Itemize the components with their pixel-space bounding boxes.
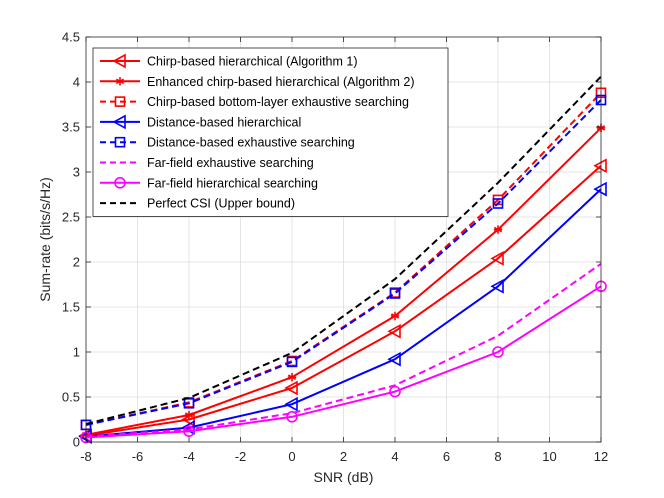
data-point	[389, 385, 401, 398]
legend-marker	[112, 53, 126, 69]
x-tick-label: 6	[443, 449, 450, 464]
legend-label: Chirp-based hierarchical (Algorithm 1)	[147, 55, 358, 69]
series-line	[85, 75, 602, 425]
data-point	[490, 251, 504, 266]
legend-marker	[114, 177, 126, 189]
data-point	[184, 410, 194, 420]
x-tick-label: 4	[391, 449, 398, 464]
data-point	[387, 351, 401, 367]
series-line	[85, 188, 602, 438]
y-tick-label: 2.5	[62, 210, 80, 225]
series-line	[85, 285, 602, 439]
legend-marker	[114, 96, 126, 107]
data-point	[183, 397, 195, 409]
x-tick-label: -6	[132, 449, 144, 464]
legend-entry-3: Chirp-based bottom-layer exhaustive sear…	[100, 95, 409, 109]
series-line	[85, 164, 602, 437]
ticks: -8 -6 -4 -2 0 2 4 6 8 10 12 0 0.5 1 1.5 2 2.5 3 3.5 4 4.5	[62, 30, 608, 465]
y-tick-label: 4	[73, 75, 80, 90]
series-layer	[78, 75, 607, 444]
y-tick-label: 3.5	[62, 120, 80, 135]
legend-entry-4: Distance-based hierarchical	[100, 114, 301, 130]
data-point	[284, 380, 298, 396]
legend-box	[92, 47, 449, 217]
legend: Chirp-based hierarchical (Algorithm 1) En…	[92, 47, 449, 217]
legend-entry-1: Chirp-based hierarchical (Algorithm 1)	[100, 53, 358, 69]
y-tick-label: 3	[73, 165, 80, 180]
legend-marker	[115, 77, 125, 86]
legend-entry-6: Far-field exhaustive searching	[100, 156, 314, 170]
x-tick-label: 10	[542, 449, 556, 464]
data-point	[492, 346, 504, 358]
y-tick-label: 0	[73, 435, 80, 450]
x-tick-label: 2	[340, 449, 347, 464]
legend-label: Distance-based hierarchical	[147, 115, 301, 129]
data-point	[286, 356, 298, 368]
data-point	[593, 181, 607, 197]
x-axis-label: SNR (dB)	[314, 469, 374, 485]
data-point	[490, 278, 504, 294]
data-point	[387, 323, 401, 339]
data-point	[593, 158, 607, 174]
legend-label: Enhanced chirp-based hierarchical (Algor…	[147, 75, 415, 89]
data-point	[183, 425, 195, 438]
legend-entry-5: Distance-based exhaustive searching	[100, 136, 355, 150]
legend-label: Perfect CSI (Upper bound)	[147, 197, 295, 211]
series-line	[85, 127, 602, 436]
legend-marker	[114, 136, 126, 148]
x-tick-label: 8	[494, 449, 501, 464]
legend-marker	[112, 114, 126, 130]
legend-label: Chirp-based bottom-layer exhaustive sear…	[147, 95, 409, 109]
y-tick-label: 2	[73, 255, 80, 270]
data-point	[492, 198, 504, 209]
data-point	[286, 410, 298, 423]
y-tick-label: 1	[73, 345, 80, 360]
legend-entry-8: Perfect CSI (Upper bound)	[100, 197, 295, 211]
legend-label: Far-field hierarchical searching	[147, 176, 318, 190]
legend-label: Distance-based exhaustive searching	[147, 136, 355, 150]
x-tick-label: 0	[288, 449, 295, 464]
series-8	[85, 75, 602, 425]
data-point	[389, 288, 401, 299]
series-2	[81, 123, 606, 439]
x-tick-label: 12	[594, 449, 608, 464]
data-point	[284, 396, 298, 412]
y-tick-label: 1.5	[62, 300, 80, 315]
y-tick-label: 0.5	[62, 390, 80, 405]
data-point	[287, 373, 297, 382]
y-axis-label: Sum-rate (bits/s/Hz)	[37, 177, 53, 301]
y-tick-label: 4.5	[62, 30, 80, 45]
x-tick-label: -2	[235, 449, 247, 464]
x-tick-label: -4	[183, 449, 195, 464]
legend-entry-2: Enhanced chirp-based hierarchical (Algor…	[100, 75, 415, 89]
legend-label: Far-field exhaustive searching	[147, 156, 314, 170]
legend-entry-7: Far-field hierarchical searching	[100, 176, 318, 190]
series-line	[85, 99, 602, 426]
data-point	[493, 225, 503, 234]
data-point	[390, 311, 400, 321]
x-tick-label: -8	[80, 449, 92, 464]
